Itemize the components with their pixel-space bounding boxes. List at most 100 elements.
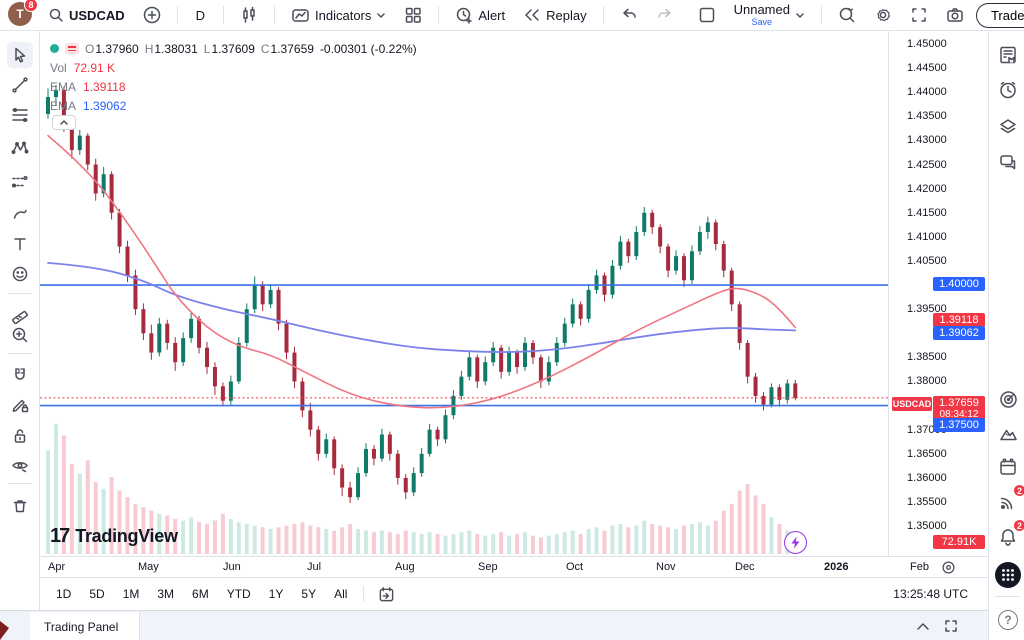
tool-text[interactable]: [7, 231, 33, 257]
sidebar-divider: [995, 596, 1019, 597]
tool-zoom-in[interactable]: [7, 322, 33, 348]
symbol-search-button[interactable]: USDCAD: [42, 4, 131, 26]
chart-style-button[interactable]: [234, 3, 264, 27]
mountain-icon: [999, 429, 1017, 440]
range-button-6M[interactable]: 6M: [184, 583, 217, 605]
user-menu-button[interactable]: T 8: [8, 0, 38, 28]
replay-button[interactable]: Replay: [517, 5, 592, 26]
axis-settings-button[interactable]: [941, 560, 956, 580]
replay-label: Replay: [546, 7, 587, 23]
price-tick: 1.42500: [907, 158, 947, 171]
brush-icon: [13, 209, 27, 219]
time-axis[interactable]: Apr May Jun Jul Aug Sep Oct Nov Dec 2026 Feb: [40, 556, 988, 577]
go-to-date-icon: [380, 586, 394, 601]
forecast-icon: [11, 175, 28, 188]
tradingview-logo-text: TradingView: [75, 526, 178, 546]
tool-magnet[interactable]: [7, 362, 33, 388]
ohlc-key: O: [85, 41, 95, 56]
quick-search-button[interactable]: [832, 3, 862, 27]
time-label-Jun: Jun: [223, 561, 241, 573]
tool-brush[interactable]: [7, 201, 33, 227]
chart-canvas[interactable]: [40, 31, 888, 556]
tool-emoji[interactable]: [7, 261, 33, 287]
redo-button[interactable]: [650, 5, 680, 25]
layout-select-checkbox[interactable]: [692, 3, 722, 27]
indicators-button[interactable]: Indicators: [285, 3, 392, 28]
sidebar-help[interactable]: ?: [995, 607, 1021, 633]
alert-button[interactable]: Alert: [449, 3, 511, 27]
sidebar-data-window[interactable]: [995, 114, 1021, 140]
layout-name-button[interactable]: Unnamed Save: [728, 0, 811, 30]
tool-forecast[interactable]: [7, 169, 33, 195]
ruler-icon: [12, 310, 28, 324]
price-tick: 1.40500: [907, 254, 947, 267]
fullscreen-button[interactable]: [904, 3, 934, 27]
chevron-down-icon: [377, 13, 386, 18]
tool-hide-drawings[interactable]: [7, 453, 33, 479]
ohlc-value: 1.38031: [154, 41, 198, 56]
legend-ema1-row[interactable]: EMA 1.39118: [50, 77, 423, 96]
layout-grid-button[interactable]: [398, 3, 428, 27]
instant-trade-button[interactable]: [784, 531, 807, 554]
range-button-5D[interactable]: 5D: [81, 583, 112, 605]
sidebar-apps-menu[interactable]: [995, 562, 1021, 588]
settings-button[interactable]: [868, 3, 898, 27]
range-button-3M[interactable]: 3M: [149, 583, 182, 605]
ohlc-key: H: [144, 41, 154, 56]
tool-lock-all[interactable]: [7, 423, 33, 449]
legend-ema2-row[interactable]: EMA 1.39062: [50, 96, 423, 115]
tool-drawing-lock[interactable]: [7, 392, 33, 418]
time-label-Dec: Dec: [735, 561, 755, 573]
tool-ruler[interactable]: [7, 302, 33, 328]
range-button-1D[interactable]: 1D: [48, 583, 79, 605]
alarm-clock-icon: [1000, 81, 1016, 99]
top-toolbar: T 8 USDCAD D Indicators Alert: [0, 0, 1024, 31]
interval-button[interactable]: D: [195, 7, 206, 23]
time-label-Sep: Sep: [478, 561, 498, 573]
clock-utc[interactable]: 13:25:48 UTC: [893, 587, 968, 601]
text-icon: [14, 238, 26, 251]
panel-maximize-icon[interactable]: [944, 619, 958, 633]
range-button-1Y[interactable]: 1Y: [261, 583, 292, 605]
tradingview-logo-icon: 17: [50, 525, 70, 547]
sidebar-top-movers[interactable]: [995, 421, 1021, 447]
compare-add-symbol-button[interactable]: [137, 3, 167, 27]
sidebar-alerts[interactable]: [995, 77, 1021, 103]
range-button-5Y[interactable]: 5Y: [293, 583, 324, 605]
price-axis[interactable]: 1.45000 1.44500 1.44000 1.43500 1.43000 1.425…: [888, 31, 988, 556]
zoom-in-icon: [12, 327, 28, 343]
price-tick: 1.36000: [907, 471, 947, 484]
tool-fib-retracement[interactable]: [7, 102, 33, 128]
help-icon: ?: [998, 610, 1018, 630]
sidebar-watchlist[interactable]: [995, 42, 1021, 68]
go-to-date-button[interactable]: [372, 583, 401, 606]
fullscreen-icon: [912, 8, 926, 22]
panel-expand-chevron-icon[interactable]: [916, 622, 930, 631]
sidebar-calendar[interactable]: [995, 454, 1021, 480]
legend-volume-row[interactable]: Vol 72.91 K: [50, 58, 423, 77]
legend-main-row[interactable]: O1.37960 H1.38031 L1.37609 C1.37659 -0.00301…: [50, 39, 423, 58]
camera-icon: [947, 8, 963, 22]
range-button-1M[interactable]: 1M: [115, 583, 148, 605]
trading-panel-tab[interactable]: Trading Panel: [30, 612, 140, 640]
tool-cursor[interactable]: [7, 42, 33, 68]
undo-button[interactable]: [614, 5, 644, 25]
tool-remove-drawings[interactable]: [7, 493, 33, 519]
snapshot-button[interactable]: [940, 3, 970, 27]
save-link[interactable]: Save: [751, 17, 773, 27]
legend-collapse-button[interactable]: [52, 115, 76, 130]
right-sidebar: 2 2 ?: [988, 31, 1024, 640]
bottom-status-bar: Trading Panel: [0, 610, 988, 640]
change-value: -0.00301 (-0.22%): [319, 41, 417, 56]
range-button-All[interactable]: All: [326, 583, 355, 605]
sidebar-notifications[interactable]: 2: [995, 519, 1024, 550]
range-button-YTD[interactable]: YTD: [219, 583, 259, 605]
trend-line-icon: [12, 77, 28, 93]
trade-button[interactable]: Trade: [975, 2, 1024, 28]
tool-xabcd-pattern[interactable]: [7, 135, 33, 161]
sidebar-chat[interactable]: [995, 149, 1021, 175]
sidebar-ideas[interactable]: [995, 386, 1021, 412]
tool-trend-line[interactable]: [7, 72, 33, 98]
sidebar-streams[interactable]: 2: [995, 484, 1024, 515]
price-tick: 1.44500: [907, 62, 947, 75]
